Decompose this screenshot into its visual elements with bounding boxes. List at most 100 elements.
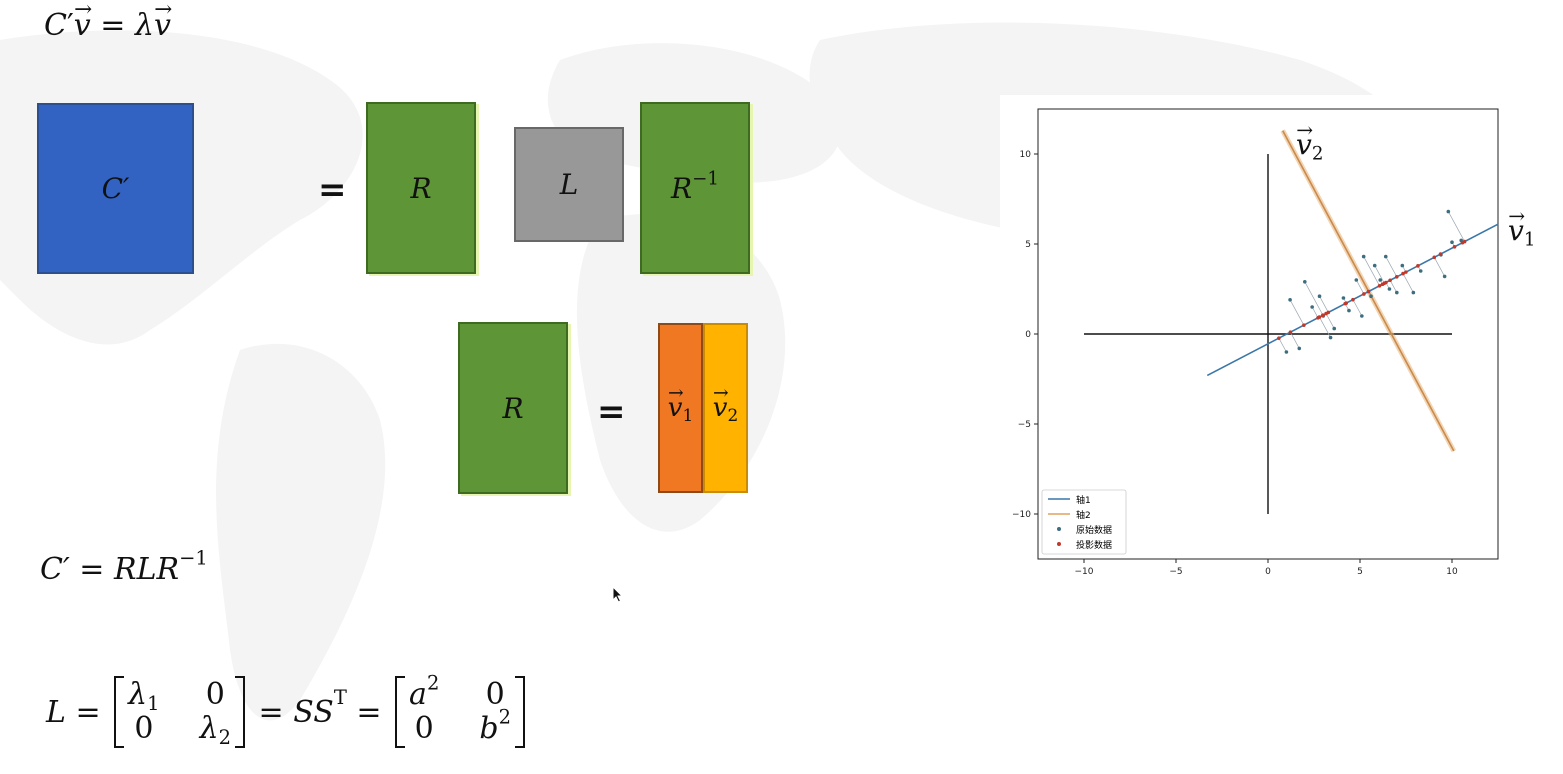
l-def-eq2: = <box>346 694 392 730</box>
original-data-point <box>1369 294 1373 298</box>
v1-label: v1 <box>668 393 694 426</box>
eigen-vector-v: v <box>74 8 91 43</box>
v2-label: v2 <box>713 393 738 424</box>
original-data-point <box>1328 335 1333 340</box>
projection-line <box>1319 296 1329 313</box>
eigen-C: C <box>44 8 67 43</box>
r-inverse-base: R <box>671 171 693 205</box>
decomposition-lhs: C′ = RLR <box>40 552 180 587</box>
chart-v2-subscript: 2 <box>1311 143 1324 165</box>
left-bracket <box>114 676 125 748</box>
v2-column-block: v2 <box>703 323 748 493</box>
original-data-point <box>1360 314 1364 318</box>
axis-ticks: −10 −5 0 5 10 10 5 0 −5 −10 <box>1012 150 1458 577</box>
a-symbol: a <box>409 677 427 712</box>
y-tick-label: 10 <box>1020 150 1032 160</box>
y-tick-label: 5 <box>1025 240 1031 250</box>
projected-data-point <box>1460 240 1465 245</box>
eigen-vector-v-right: v <box>154 8 171 43</box>
lambda-matrix: λ1 0 0 λ2 <box>114 676 246 748</box>
projected-data-point <box>1380 282 1385 287</box>
chart-v2-annotation: v2 <box>1296 128 1324 165</box>
eigen-equation: C′v = λv <box>44 8 171 43</box>
chart-v1-annotation: v1 <box>1508 214 1535 249</box>
matrix-cell-12: 0 <box>205 677 225 712</box>
ab-matrix: a2 0 0 b2 <box>395 673 525 748</box>
projection-line <box>1304 281 1324 316</box>
original-data-point <box>1361 254 1366 259</box>
eigen-prime: ′ <box>66 8 74 43</box>
original-data-point <box>1400 263 1405 268</box>
original-data-point <box>1418 269 1423 273</box>
projection-line <box>1389 280 1398 293</box>
c-prime-label: C′ <box>101 172 130 205</box>
right-bracket <box>235 676 246 748</box>
r-label-bottom: R <box>502 391 524 425</box>
v1-base: v <box>668 393 683 423</box>
chart-v1-base: v <box>1508 214 1524 247</box>
lambda-symbol-2: λ <box>199 711 219 746</box>
original-data-point <box>1303 280 1307 284</box>
original-data-point <box>1372 263 1377 268</box>
original-data-point <box>1450 240 1454 244</box>
original-data-point <box>1446 209 1451 214</box>
projection-line <box>1448 211 1465 242</box>
projected-data-point <box>1388 278 1392 283</box>
legend-original-marker <box>1057 527 1061 531</box>
original-data-point <box>1288 298 1292 302</box>
original-data-point <box>1442 274 1447 279</box>
eigen-lambda: λ <box>134 8 154 43</box>
r-inverse-label: R−1 <box>671 169 719 205</box>
equals-sign-top: = <box>318 170 347 210</box>
projected-data-point <box>1321 313 1325 318</box>
r-inverse-block: R−1 <box>640 102 750 274</box>
original-data-point <box>1317 294 1322 298</box>
projected-data-point <box>1351 297 1355 302</box>
projection-line <box>1325 313 1335 329</box>
original-data-point <box>1284 350 1289 354</box>
projected-data-point <box>1362 292 1366 296</box>
projected-data-point <box>1377 284 1382 288</box>
projected-data-point <box>1343 301 1347 306</box>
original-data-point <box>1411 290 1416 295</box>
projected-data-point <box>1438 252 1443 256</box>
l-def-lhs: L = <box>46 694 111 730</box>
a-exponent: 2 <box>426 671 440 695</box>
original-data-point <box>1387 287 1392 291</box>
lambda-symbol: λ <box>128 677 148 712</box>
decomposition-exponent: −1 <box>179 546 208 570</box>
ab-cell-12: 0 <box>485 677 505 712</box>
r-block-top: R <box>366 102 476 274</box>
lambda-matrix-grid: λ1 0 0 λ2 <box>124 677 235 748</box>
ab-cell-22: b2 <box>479 707 511 746</box>
v1-subscript: 1 <box>682 405 694 426</box>
l-def-mid: = SS <box>249 694 334 730</box>
projected-data-point <box>1401 271 1405 276</box>
pca-projection-chart: −10 −5 0 5 10 10 5 0 −5 −10 轴1 轴2 原始数据 投影数据 <box>1000 95 1560 585</box>
projection-line <box>1374 265 1385 284</box>
projected-data-point <box>1317 315 1322 319</box>
v2-base: v <box>713 393 728 423</box>
y-tick-label: −10 <box>1012 510 1031 520</box>
l-definition-formula: L = λ1 0 0 λ2 = SS T = a2 0 0 b2 <box>46 673 529 748</box>
original-data-point <box>1341 296 1346 300</box>
ab-cell-11: a2 <box>409 673 439 712</box>
projected-data-point <box>1432 255 1437 260</box>
projected-data-point <box>1384 280 1388 285</box>
ab-cell-21: 0 <box>414 711 434 746</box>
decomposition-formula: C′ = RLR−1 <box>40 548 208 587</box>
projected-data-point <box>1404 270 1408 274</box>
projected-data-point <box>1288 330 1293 334</box>
v1-column-block: v1 <box>658 323 703 493</box>
projected-data-point <box>1324 311 1328 316</box>
projection-line <box>1289 299 1305 326</box>
projection-line <box>1352 299 1363 317</box>
x-tick-label: 10 <box>1446 567 1458 577</box>
mouse-pointer-icon <box>612 586 624 603</box>
r-inverse-exponent: −1 <box>692 167 719 189</box>
legend-projected-marker <box>1057 542 1061 546</box>
projection-line <box>1311 306 1319 318</box>
x-tick-label: −10 <box>1075 567 1094 577</box>
projection-line <box>1290 331 1300 349</box>
projected-data-point <box>1366 289 1371 294</box>
